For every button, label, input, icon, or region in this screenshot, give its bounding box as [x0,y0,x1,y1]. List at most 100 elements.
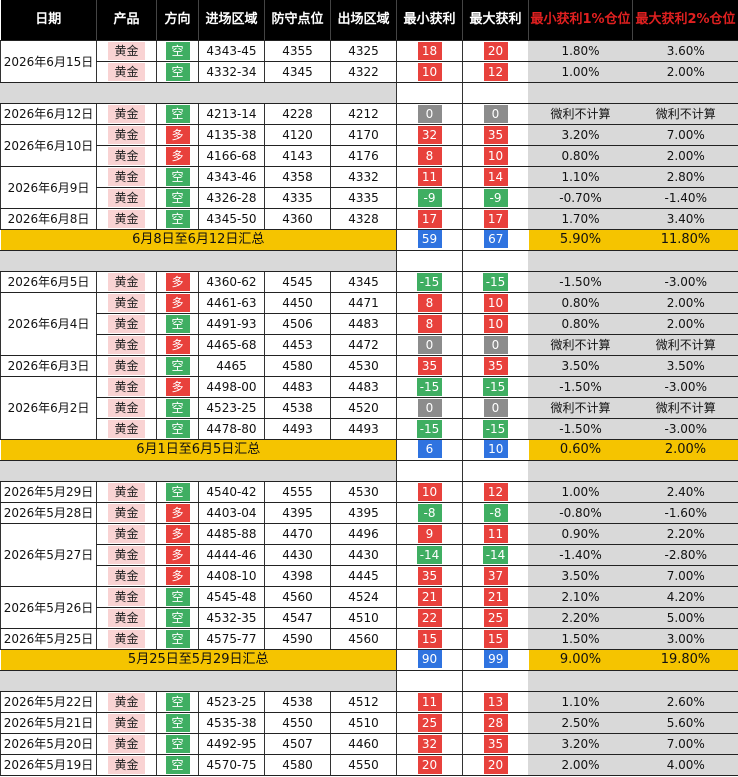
header-row: 日期 产品 方向 进场区域 防守点位 出场区域 最小获利 最大获利 最小获利1%… [0,0,738,41]
summary-max-value: 67 [483,230,508,248]
exit-cell: 4493 [330,418,397,440]
max-profit-badge: 17 [483,210,508,228]
exit-cell: 4212 [330,103,397,125]
p2-position-cell: 3.40% [632,208,738,230]
spacer-cell [462,82,529,104]
p1-position-cell: 微利不计算 [528,103,633,125]
p2-position-cell: 2.00% [632,292,738,314]
max-profit-badge: -15 [482,273,509,291]
summary-p1-cell: 0.60% [528,439,633,461]
stop-cell: 4453 [264,334,331,356]
spacer-row [0,460,738,482]
product-cell: 黄金 [96,40,157,62]
product-cell: 黄金 [96,523,157,545]
stop-cell: 4580 [264,355,331,377]
max-profit-cell: 0 [462,103,529,125]
product-cell: 黄金 [96,145,157,167]
product-label: 黄金 [108,420,145,438]
exit-cell: 4430 [330,544,397,566]
min-profit-cell: 32 [396,733,463,755]
spacer-cell [632,670,738,692]
p2-position-cell: 4.20% [632,586,738,608]
min-profit-badge: 10 [417,63,442,81]
direction-badge: 多 [165,525,190,543]
summary-label: 6月1日至6月5日汇总 [0,439,397,461]
spacer-cell [264,460,331,482]
entry-cell: 4408-10 [198,565,265,587]
min-profit-cell: 0 [396,103,463,125]
min-profit-badge: 17 [417,210,442,228]
max-profit-cell: 17 [462,208,529,230]
table-row: 2026年5月26日 黄金空 4545-48 4560 4524 21 21 2.10% 4.2… [0,586,738,629]
header-max-profit-2pct: 最大获利2%仓位 [632,0,738,41]
spacer-cell [528,670,633,692]
direction-cell: 多 [156,544,199,566]
table-row: 2026年6月5日 黄金 多 4360-62 4545 4345 -15 -15 -1.50% -… [0,271,738,293]
direction-cell: 空 [156,40,199,62]
p2-position-cell: 2.00% [632,61,738,83]
table-row: 2026年6月15日 黄金空 4343-45 4355 4325 18 20 1.80% 3.6… [0,40,738,83]
min-profit-badge: 8 [417,294,442,312]
product-cell: 黄金 [96,187,157,209]
direction-badge: 空 [165,105,190,123]
exit-cell: 4460 [330,733,397,755]
product-cell: 黄金 [96,418,157,440]
entry-cell: 4485-88 [198,523,265,545]
p2-position-cell: 7.00% [632,733,738,755]
spacer-cell [632,460,738,482]
direction-cell: 空 [156,628,199,650]
spacer-row [0,670,738,692]
table-row: 2026年5月19日 黄金 空 4570-75 4580 4550 20 20 2.00% 4.0… [0,754,738,776]
direction-cell: 多 [156,292,199,314]
p2-position-cell: 微利不计算 [632,397,738,419]
table-row: 2026年6月10日 黄金多 4135-38 4120 4170 32 35 3.20% 7.0… [0,124,738,167]
max-profit-badge: 10 [483,315,508,333]
summary-p2-cell: 2.00% [632,439,738,461]
spacer-cell [156,250,199,272]
spacer-cell [156,82,199,104]
direction-badge: 空 [165,189,190,207]
summary-min-cell: 90 [396,649,463,671]
table-row: 2026年5月20日 黄金 空 4492-95 4507 4460 32 35 3.20% 7.0… [0,733,738,755]
min-profit-cell: 0 [396,334,463,356]
p1-position-cell: 1.00% [528,61,633,83]
entry-cell: 4570-75 [198,754,265,776]
max-profit-cell: 0 [462,334,529,356]
product-label: 黄金 [108,294,145,312]
entry-cell: 4326-28 [198,187,265,209]
product-cell: 黄金 [96,103,157,125]
summary-max-cell: 67 [462,229,529,251]
table-row: 2026年6月2日 黄金多 4498-00 4483 4483 -15 -15 -1.50% -… [0,376,738,440]
max-profit-cell: 35 [462,124,529,146]
min-profit-cell: 8 [396,145,463,167]
table-row: 2026年5月27日 黄金多 4485-88 4470 4496 9 11 0.90% 2.20… [0,523,738,587]
min-profit-badge: 8 [417,315,442,333]
direction-badge: 空 [165,420,190,438]
direction-badge: 空 [165,315,190,333]
min-profit-cell: 22 [396,607,463,629]
stop-cell: 4555 [264,481,331,503]
direction-cell: 空 [156,103,199,125]
date-cell: 2026年5月29日 [0,481,97,503]
product-cell: 黄金 [96,292,157,314]
product-label: 黄金 [108,315,145,333]
max-profit-cell: 12 [462,481,529,503]
product-label: 黄金 [108,378,145,396]
min-profit-badge: 0 [417,105,442,123]
stop-cell: 4560 [264,586,331,608]
product-label: 黄金 [108,756,145,774]
spacer-cell [96,250,157,272]
product-cell: 黄金 [96,754,157,776]
stop-cell: 4345 [264,61,331,83]
max-profit-badge: 20 [483,756,508,774]
max-profit-badge: 12 [483,63,508,81]
header-min-profit-1pct: 最小获利1%仓位 [528,0,633,41]
max-profit-cell: -14 [462,544,529,566]
stop-cell: 4545 [264,271,331,293]
min-profit-cell: -15 [396,376,463,398]
product-label: 黄金 [108,525,145,543]
date-cell: 2026年5月25日 [0,628,97,650]
product-cell: 黄金 [96,313,157,335]
min-profit-badge: 15 [417,630,442,648]
spacer-cell [528,250,633,272]
